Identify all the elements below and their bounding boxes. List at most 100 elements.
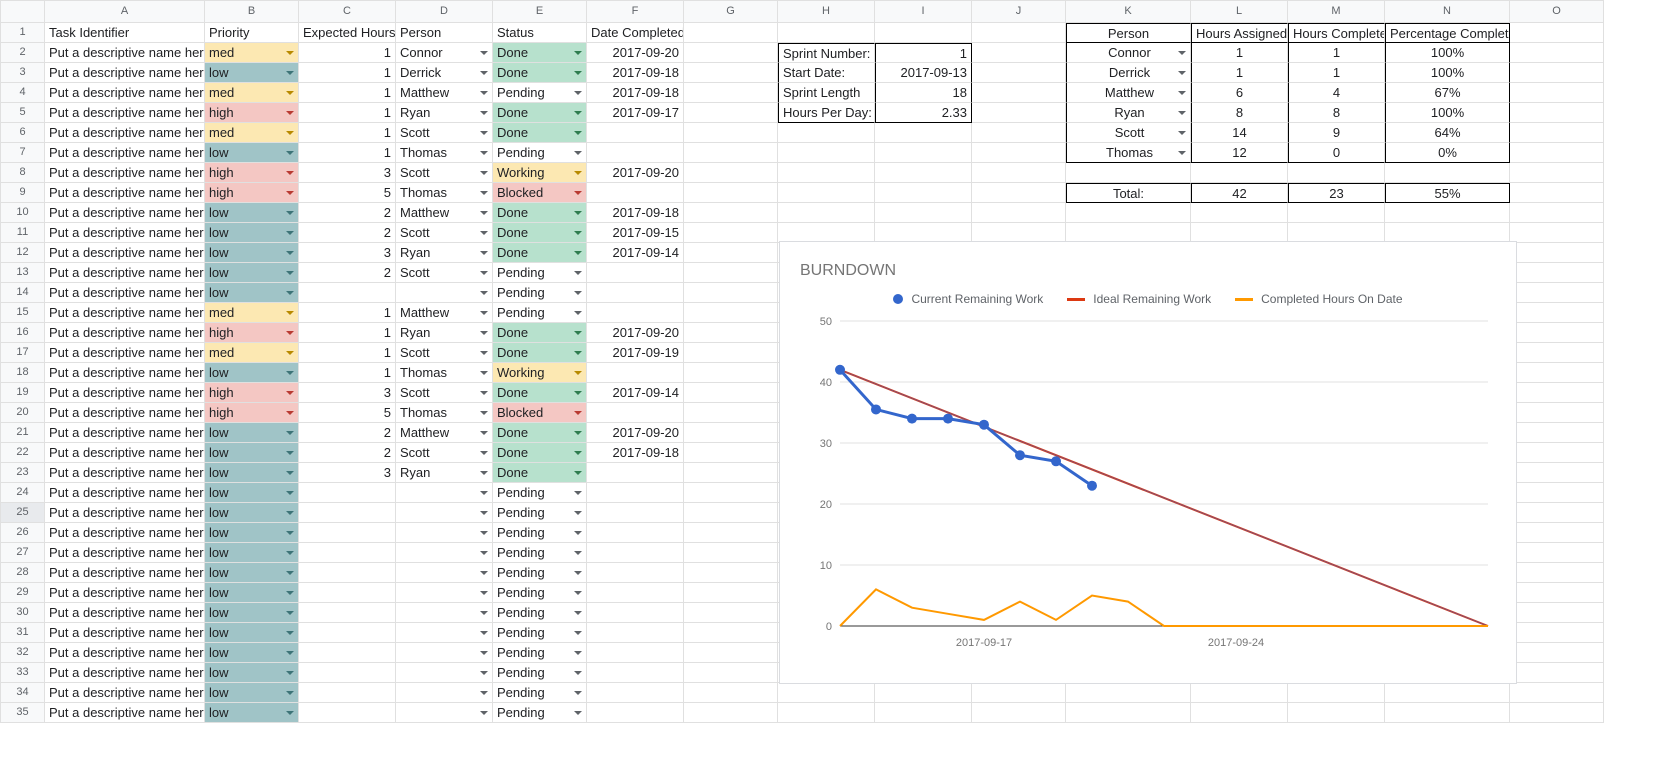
cell-G10[interactable] <box>684 203 778 223</box>
cell-C7-content[interactable]: 1 <box>299 143 396 163</box>
cell-A25-content[interactable]: Put a descriptive name here <box>45 503 205 523</box>
row-header-27[interactable]: 27 <box>0 543 45 563</box>
cell-A6-content[interactable]: Put a descriptive name here <box>45 123 205 143</box>
cell-F2-content[interactable]: 2017-09-20 <box>587 43 684 63</box>
cell-E23-content[interactable]: Done <box>493 463 587 483</box>
cell-M8[interactable] <box>1288 163 1385 183</box>
row-header-35[interactable]: 35 <box>0 703 45 723</box>
cell-F22-content[interactable]: 2017-09-18 <box>587 443 684 463</box>
row-header-11[interactable]: 11 <box>0 223 45 243</box>
cell-D7-content[interactable]: Thomas <box>396 143 493 163</box>
cell-B11-content[interactable]: low <box>205 223 299 243</box>
cell-E2-content[interactable]: Done <box>493 43 587 63</box>
cell-A1-content[interactable]: Task Identifier <box>45 23 205 43</box>
cell-E34-content[interactable]: Pending <box>493 683 587 703</box>
cell-O21[interactable] <box>1510 423 1604 443</box>
cell-G14[interactable] <box>684 283 778 303</box>
cell-B31-content[interactable]: low <box>205 623 299 643</box>
cell-C33-content[interactable] <box>299 663 396 683</box>
cell-B15-content[interactable]: med <box>205 303 299 323</box>
cell-O10[interactable] <box>1510 203 1604 223</box>
cell-L6-content[interactable]: 14 <box>1191 123 1288 143</box>
cell-C21-content[interactable]: 2 <box>299 423 396 443</box>
cell-O32[interactable] <box>1510 643 1604 663</box>
cell-C23-content[interactable]: 3 <box>299 463 396 483</box>
cell-F35-content[interactable] <box>587 703 684 723</box>
cell-E3-content[interactable]: Done <box>493 63 587 83</box>
cell-F18-content[interactable] <box>587 363 684 383</box>
cell-A24-content[interactable]: Put a descriptive name here <box>45 483 205 503</box>
cell-F20-content[interactable] <box>587 403 684 423</box>
cell-E5-content[interactable]: Done <box>493 103 587 123</box>
cell-O5[interactable] <box>1510 103 1604 123</box>
cell-B20-content[interactable]: high <box>205 403 299 423</box>
cell-C30-content[interactable] <box>299 603 396 623</box>
cell-N5-content[interactable]: 100% <box>1385 103 1510 123</box>
cell-D13-content[interactable]: Scott <box>396 263 493 283</box>
cell-B28-content[interactable]: low <box>205 563 299 583</box>
col-header-H[interactable]: H <box>778 0 875 23</box>
cell-I35[interactable] <box>875 703 972 723</box>
col-header-G[interactable]: G <box>684 0 778 23</box>
cell-D22-content[interactable]: Scott <box>396 443 493 463</box>
cell-K11[interactable] <box>1066 223 1191 243</box>
cell-I2-content[interactable]: 1 <box>875 43 972 63</box>
row-header-4[interactable]: 4 <box>0 83 45 103</box>
cell-M11[interactable] <box>1288 223 1385 243</box>
cell-L1-content[interactable]: Hours Assigned <box>1191 23 1288 43</box>
cell-L4-content[interactable]: 6 <box>1191 83 1288 103</box>
cell-N10[interactable] <box>1385 203 1510 223</box>
cell-B10-content[interactable]: low <box>205 203 299 223</box>
cell-N2-content[interactable]: 100% <box>1385 43 1510 63</box>
cell-M5-content[interactable]: 8 <box>1288 103 1385 123</box>
cell-E24-content[interactable]: Pending <box>493 483 587 503</box>
cell-B7-content[interactable]: low <box>205 143 299 163</box>
cell-C3-content[interactable]: 1 <box>299 63 396 83</box>
col-header-C[interactable]: C <box>299 0 396 23</box>
cell-G17[interactable] <box>684 343 778 363</box>
cell-I6[interactable] <box>875 123 972 143</box>
cell-A12-content[interactable]: Put a descriptive name here <box>45 243 205 263</box>
col-header-E[interactable]: E <box>493 0 587 23</box>
cell-D12-content[interactable]: Ryan <box>396 243 493 263</box>
row-header-30[interactable]: 30 <box>0 603 45 623</box>
cell-D27-content[interactable] <box>396 543 493 563</box>
cell-A13-content[interactable]: Put a descriptive name here <box>45 263 205 283</box>
row-header-21[interactable]: 21 <box>0 423 45 443</box>
cell-A7-content[interactable]: Put a descriptive name here <box>45 143 205 163</box>
cell-O18[interactable] <box>1510 363 1604 383</box>
cell-L35[interactable] <box>1191 703 1288 723</box>
cell-E33-content[interactable]: Pending <box>493 663 587 683</box>
cell-F30-content[interactable] <box>587 603 684 623</box>
cell-J9[interactable] <box>972 183 1066 203</box>
cell-B24-content[interactable]: low <box>205 483 299 503</box>
cell-E19-content[interactable]: Done <box>493 383 587 403</box>
cell-L34[interactable] <box>1191 683 1288 703</box>
col-header-I[interactable]: I <box>875 0 972 23</box>
cell-A20-content[interactable]: Put a descriptive name here <box>45 403 205 423</box>
cell-D31-content[interactable] <box>396 623 493 643</box>
cell-K6-content[interactable]: Scott <box>1066 123 1191 143</box>
col-header-L[interactable]: L <box>1191 0 1288 23</box>
cell-E25-content[interactable]: Pending <box>493 503 587 523</box>
cell-G4[interactable] <box>684 83 778 103</box>
cell-O1[interactable] <box>1510 23 1604 43</box>
cell-O14[interactable] <box>1510 283 1604 303</box>
cell-F15-content[interactable] <box>587 303 684 323</box>
cell-E28-content[interactable]: Pending <box>493 563 587 583</box>
cell-H9[interactable] <box>778 183 875 203</box>
cell-G33[interactable] <box>684 663 778 683</box>
cell-D29-content[interactable] <box>396 583 493 603</box>
cell-C8-content[interactable]: 3 <box>299 163 396 183</box>
cell-I5-content[interactable]: 2.33 <box>875 103 972 123</box>
cell-C29-content[interactable] <box>299 583 396 603</box>
cell-N7-content[interactable]: 0% <box>1385 143 1510 163</box>
row-header-12[interactable]: 12 <box>0 243 45 263</box>
cell-H35[interactable] <box>778 703 875 723</box>
cell-H7[interactable] <box>778 143 875 163</box>
cell-C2-content[interactable]: 1 <box>299 43 396 63</box>
cell-F7-content[interactable] <box>587 143 684 163</box>
cell-O7[interactable] <box>1510 143 1604 163</box>
cell-J7[interactable] <box>972 143 1066 163</box>
cell-D17-content[interactable]: Scott <box>396 343 493 363</box>
